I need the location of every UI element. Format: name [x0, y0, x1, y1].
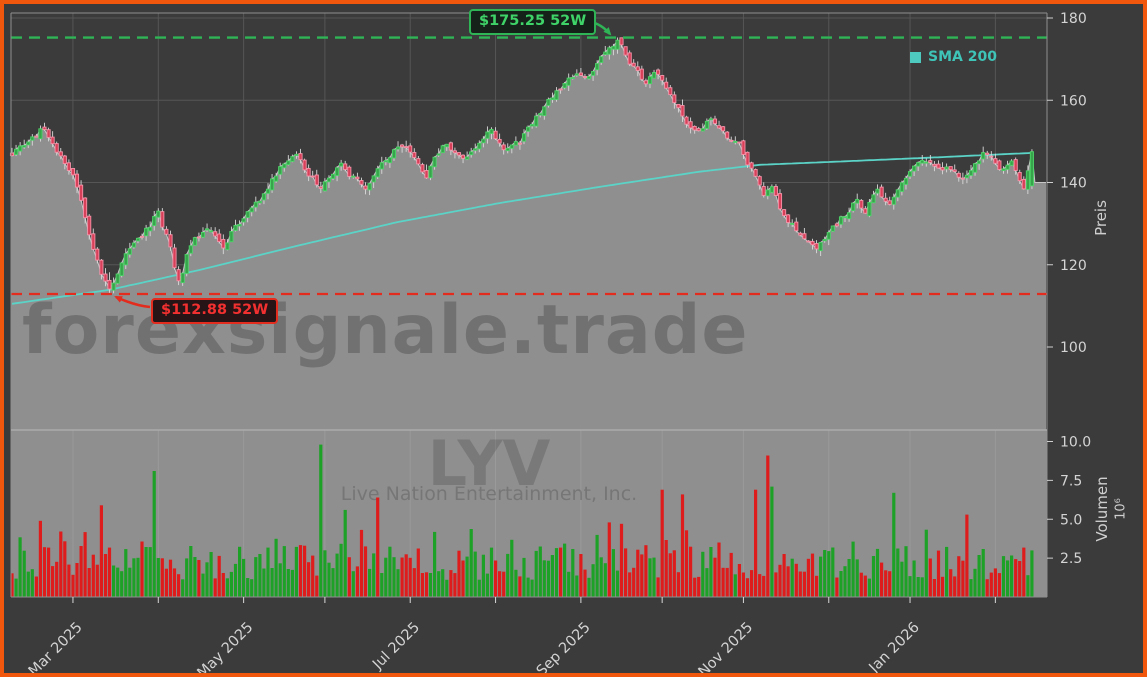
svg-text:Mar 2025: Mar 2025 [26, 620, 86, 673]
volume-axis-label: Volumen [1093, 476, 1111, 542]
svg-text:May 2025: May 2025 [195, 620, 257, 673]
volume-bars [10, 444, 1034, 597]
sma-legend-swatch [910, 51, 921, 63]
svg-text:Nov 2025: Nov 2025 [696, 620, 757, 673]
watermark-company: Live Nation Entertainment, Inc. [341, 483, 637, 505]
sma-legend-label: SMA 200 [928, 49, 997, 65]
52w-low-annotation: $112.88 52W [151, 298, 279, 324]
svg-text:160: 160 [1060, 93, 1087, 109]
svg-text:120: 120 [1060, 258, 1087, 274]
svg-text:180: 180 [1060, 11, 1087, 27]
svg-text:100: 100 [1060, 340, 1087, 356]
svg-text:10.0: 10.0 [1060, 435, 1091, 451]
sma-legend: SMA 200 [910, 49, 997, 65]
price-axis-label: Preis [1092, 200, 1110, 236]
price-area-fill [11, 39, 1046, 430]
svg-text:Jul 2025: Jul 2025 [369, 620, 423, 673]
svg-text:140: 140 [1060, 176, 1087, 192]
svg-text:Jan 2026: Jan 2026 [866, 620, 923, 673]
price-volume-chart: forexsignale.trade LYV Live Nation Enter… [9, 11, 1091, 673]
52w-level-lines [11, 36, 1047, 296]
svg-text:7.5: 7.5 [1060, 473, 1082, 489]
watermark-ticker: LYV [428, 427, 551, 500]
volume-axis-exponent-label: 10⁶ [1113, 498, 1129, 520]
watermark-site: forexsignale.trade [22, 291, 749, 370]
candlesticks [9, 37, 1034, 294]
svg-text:Sep 2025: Sep 2025 [534, 620, 594, 673]
52w-high-annotation: $175.25 52W [469, 9, 597, 35]
svg-text:2.5: 2.5 [1060, 551, 1082, 567]
svg-text:5.0: 5.0 [1060, 512, 1082, 528]
